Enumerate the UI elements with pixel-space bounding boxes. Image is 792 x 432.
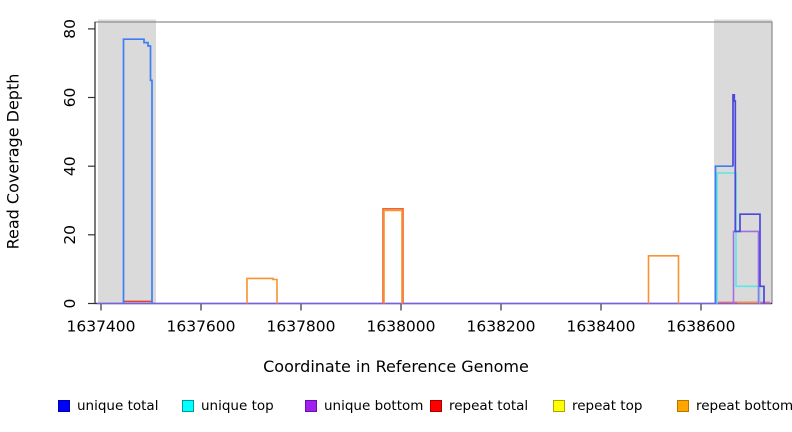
x-axis-label: Coordinate in Reference Genome [263, 357, 529, 376]
y-tick-label: 0 [61, 299, 79, 309]
legend-label: unique top [201, 398, 274, 414]
legend-swatch-repeat-top [553, 400, 565, 412]
legend-swatch-unique-total [58, 400, 70, 412]
x-tick-label: 1637400 [66, 318, 135, 336]
legend-item-unique-top: unique top [182, 397, 274, 415]
x-tick-label: 1638200 [466, 318, 535, 336]
legend-label: unique bottom [324, 398, 424, 414]
legend-label: unique total [77, 398, 159, 414]
unique-total-left-peak-line [122, 38, 153, 304]
legend-swatch-repeat-bottom [677, 400, 689, 412]
unique-total-right-rise-line [714, 165, 733, 304]
legend-label: repeat bottom [696, 398, 792, 414]
legend-label: repeat total [449, 398, 529, 414]
plot-box [94, 21, 773, 305]
x-tick-label: 1638400 [566, 318, 635, 336]
x-tick-label: 1637600 [166, 318, 235, 336]
legend-item-repeat-total: repeat total [430, 397, 528, 415]
legend-swatch-unique-top [182, 400, 194, 412]
y-tick-label: 80 [61, 19, 79, 39]
legend-swatch-repeat-total [430, 400, 442, 412]
x-tick-label: 1638600 [666, 318, 735, 336]
repeat-bottom-box-3-line [647, 255, 680, 304]
legend-swatch-unique-bottom [305, 400, 317, 412]
legend: unique total unique top unique bottom repea… [0, 397, 792, 421]
legend-item-repeat-top: repeat top [553, 397, 642, 415]
unique-total-right-spike-and-boxes-line [732, 93, 765, 304]
y-axis-label: Read Coverage Depth [3, 73, 23, 250]
legend-item-repeat-bottom: repeat bottom [677, 397, 792, 415]
repeat-bottom-box-2-line [383, 209, 403, 304]
y-tick-label: 40 [61, 156, 79, 176]
x-tick-label: 1637800 [266, 318, 335, 336]
y-tick-label: 60 [61, 88, 79, 108]
repeat-bottom-box-1-line [246, 277, 278, 304]
unique-bottom-right-box-line [732, 230, 760, 304]
legend-label: repeat top [572, 398, 643, 414]
right-gray-region [714, 19, 772, 304]
repeat-total-middle-box-line [382, 208, 404, 304]
left-gray-region [98, 19, 156, 304]
legend-item-unique-bottom: unique bottom [305, 397, 423, 415]
x-tick-label: 1638000 [366, 318, 435, 336]
legend-item-unique-total: unique total [58, 397, 158, 415]
y-tick-label: 20 [61, 225, 79, 245]
